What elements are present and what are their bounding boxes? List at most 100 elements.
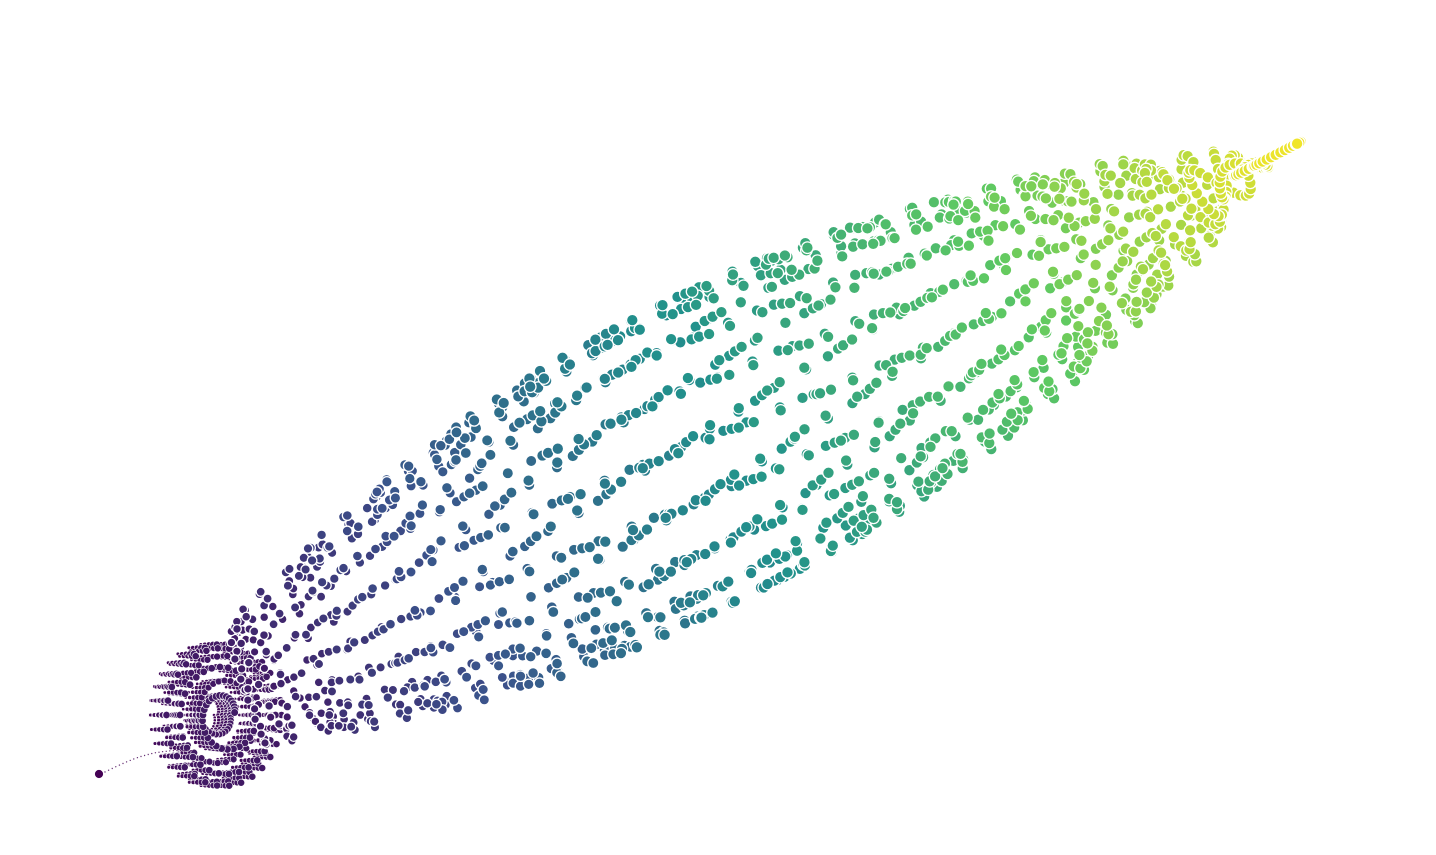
scatter-point	[607, 322, 621, 336]
scatter-point	[376, 502, 388, 515]
scatter-point	[847, 428, 861, 442]
scatter-point	[1036, 177, 1050, 191]
scatter-point	[710, 372, 724, 386]
scatter-point	[176, 773, 181, 779]
scatter-point	[165, 750, 167, 753]
scatter-point	[187, 749, 189, 752]
scatter-point	[201, 778, 210, 787]
scatter-point	[282, 701, 293, 712]
scatter-point	[1052, 192, 1066, 206]
scatter-point	[272, 740, 281, 748]
scatter-point	[1140, 286, 1154, 299]
scatter-point	[478, 694, 491, 706]
scatter-point	[232, 624, 242, 634]
scatter-point	[192, 673, 201, 682]
scatter-point	[676, 503, 690, 517]
scatter-point	[430, 453, 443, 466]
scatter-point	[424, 605, 437, 617]
scatter-point	[781, 343, 795, 357]
scatter-point	[696, 588, 710, 602]
scatter-point	[115, 765, 117, 768]
scatter-point	[224, 663, 233, 672]
scatter-point	[315, 591, 327, 602]
scatter-point	[94, 769, 104, 779]
scatter-point	[585, 641, 598, 655]
scatter-point	[337, 562, 350, 574]
scatter-point	[664, 332, 678, 346]
scatter-point	[237, 778, 245, 787]
scatter-point	[572, 432, 586, 446]
scatter-point	[974, 357, 988, 371]
scatter-point	[1167, 182, 1181, 196]
scatter-point	[744, 566, 758, 580]
scatter-point	[879, 217, 893, 231]
scatter-point	[522, 474, 535, 487]
scatter-point	[920, 249, 934, 262]
scatter-point	[748, 255, 762, 269]
scatter-point	[550, 456, 564, 469]
scatter-point	[1004, 407, 1018, 421]
scatter-point	[344, 674, 356, 685]
scatter-point	[523, 380, 537, 394]
scatter-point	[498, 521, 512, 534]
scatter-point	[434, 503, 447, 516]
scatter-point	[282, 712, 293, 722]
scatter-point	[623, 625, 637, 639]
scatter-point	[860, 221, 874, 235]
scatter-point	[190, 772, 199, 780]
scatter-point	[274, 608, 285, 619]
scatter-point	[305, 622, 317, 633]
scatter-point	[458, 539, 471, 552]
scatter-point	[1160, 173, 1174, 187]
scatter-point	[855, 520, 869, 534]
scatter-point	[1086, 276, 1100, 290]
scatter-point	[224, 685, 229, 690]
scatter-point	[530, 529, 543, 543]
scatter-point	[588, 333, 602, 347]
scatter-point	[356, 591, 368, 603]
scatter-point	[641, 610, 655, 624]
scatter-point	[747, 415, 761, 429]
scatter-point	[856, 237, 869, 251]
scatter-point	[775, 442, 789, 456]
scatter-point	[650, 349, 664, 362]
scatter-point	[503, 573, 516, 586]
scatter-point	[611, 333, 625, 347]
scatter-point	[290, 691, 301, 702]
scatter-point	[326, 686, 338, 697]
scatter-point	[1080, 336, 1094, 350]
scatter-point	[539, 647, 553, 660]
scatter-point	[273, 718, 284, 729]
scatter-point	[1008, 373, 1022, 387]
scatter-point	[947, 198, 960, 212]
scatter-point	[166, 765, 171, 770]
scatter-point	[822, 466, 835, 480]
scatter-point	[514, 670, 527, 683]
scatter-point	[927, 195, 941, 209]
scatter-point	[176, 722, 185, 731]
scatter-point	[753, 452, 767, 466]
scatter-point	[403, 652, 415, 664]
scatter-point	[1059, 294, 1073, 308]
scatter-point	[361, 502, 373, 514]
scatter-point	[755, 305, 769, 319]
scatter-point	[700, 279, 713, 293]
scatter-point	[574, 487, 588, 501]
scatter-point	[724, 536, 738, 550]
scatter-point	[942, 379, 955, 393]
scatter-point	[570, 504, 584, 517]
scatter-point	[847, 281, 861, 295]
scatter-point	[249, 647, 260, 657]
scatter-point	[492, 659, 505, 672]
scatter-point	[255, 586, 266, 597]
scatter-point	[482, 508, 495, 521]
scatter-point	[499, 648, 512, 660]
scatter-point	[178, 733, 187, 742]
scatter-point	[1094, 301, 1108, 315]
scatter-point	[1046, 265, 1060, 279]
scatter-point	[409, 604, 421, 616]
scatter-point	[611, 366, 625, 379]
scatter-point	[625, 313, 639, 327]
scatter-point	[242, 695, 253, 706]
scatter-point	[345, 721, 357, 732]
